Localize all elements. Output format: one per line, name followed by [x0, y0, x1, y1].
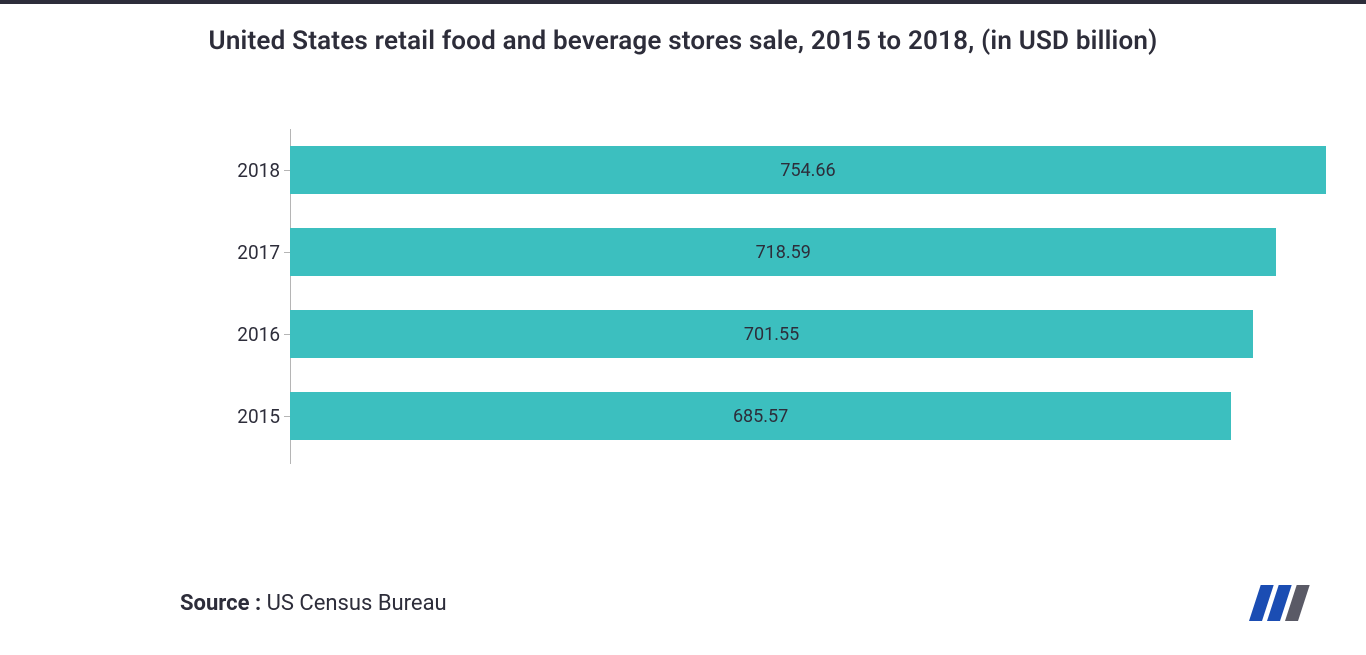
y-axis-label: 2016	[210, 323, 280, 346]
bar-value-label: 718.59	[756, 242, 811, 263]
bar-2015: 685.57	[290, 392, 1231, 440]
bar-row: 2017 718.59	[290, 211, 1326, 293]
chart-title: United States retail food and beverage s…	[0, 4, 1366, 56]
bar-row: 2018 754.66	[290, 129, 1326, 211]
bar-2018: 754.66	[290, 146, 1326, 194]
mordor-logo-icon	[1248, 581, 1326, 625]
bar-track: 718.59	[290, 228, 1326, 276]
source-text: US Census Bureau	[261, 591, 447, 616]
bar-value-label: 685.57	[733, 406, 788, 427]
y-axis-label: 2018	[210, 159, 280, 182]
bar-value-label: 701.55	[744, 324, 799, 345]
y-axis-label: 2017	[210, 241, 280, 264]
chart-footer: Source : US Census Bureau	[180, 581, 1326, 625]
bar-2017: 718.59	[290, 228, 1276, 276]
bar-row: 2015 685.57	[290, 375, 1326, 457]
bar-track: 754.66	[290, 146, 1326, 194]
bar-track: 685.57	[290, 392, 1326, 440]
source-citation: Source : US Census Bureau	[180, 591, 447, 616]
y-axis-label: 2015	[210, 405, 280, 428]
chart-plot-area: 2018 754.66 2017 718.59 2016 701.55 2015…	[180, 129, 1326, 459]
bar-2016: 701.55	[290, 310, 1253, 358]
chart-container: United States retail food and beverage s…	[0, 0, 1366, 655]
bar-row: 2016 701.55	[290, 293, 1326, 375]
bar-value-label: 754.66	[780, 160, 835, 181]
source-label: Source :	[180, 591, 261, 616]
bar-track: 701.55	[290, 310, 1326, 358]
